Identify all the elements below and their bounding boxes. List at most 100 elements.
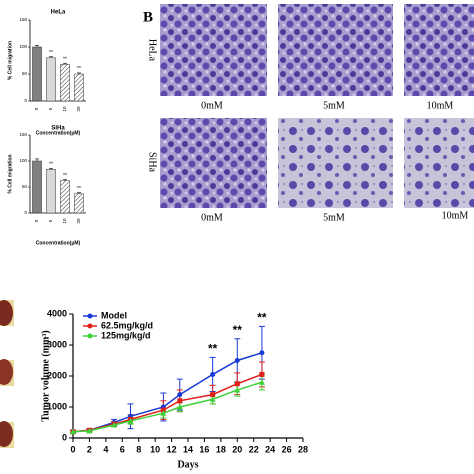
marker bbox=[86, 427, 93, 434]
marker bbox=[70, 428, 76, 435]
bar bbox=[74, 73, 84, 102]
legend-marker bbox=[87, 323, 93, 329]
x-tick-label: 22 bbox=[249, 444, 259, 454]
photo bbox=[0, 421, 13, 447]
bar bbox=[60, 64, 70, 102]
x-tick-label: 4 bbox=[103, 444, 108, 454]
y-tick-label: 150 bbox=[19, 132, 27, 137]
legend-marker bbox=[87, 333, 93, 339]
caption: 0mM bbox=[201, 100, 223, 111]
panel-label: B bbox=[143, 9, 153, 25]
marker bbox=[234, 358, 240, 363]
y-tick-label: 3000 bbox=[47, 339, 67, 349]
bar bbox=[32, 160, 42, 214]
significance: ** bbox=[77, 66, 81, 72]
micrograph bbox=[278, 4, 393, 96]
marker bbox=[111, 421, 118, 428]
significance: ** bbox=[63, 173, 67, 179]
marker bbox=[234, 381, 240, 387]
x-tick-label: 10 bbox=[62, 106, 67, 112]
significance: ** bbox=[77, 186, 81, 192]
marker bbox=[210, 371, 216, 377]
y-axis-label: % Cell migration bbox=[7, 154, 13, 193]
row-label: HeLa bbox=[147, 39, 158, 62]
significance: ** bbox=[257, 311, 267, 325]
significance: ** bbox=[208, 342, 218, 356]
x-tick-label: 20 bbox=[76, 218, 81, 224]
y-tick-label: 0 bbox=[24, 210, 27, 215]
row-label: SiHa bbox=[147, 152, 158, 173]
x-tick-label: 5 bbox=[48, 219, 53, 222]
x-tick-label: 6 bbox=[120, 444, 125, 454]
x-tick-label: 0 bbox=[34, 219, 39, 222]
x-tick-label: 20 bbox=[76, 106, 81, 112]
x-tick-label: 0 bbox=[70, 444, 75, 454]
legend-label: Model bbox=[101, 310, 127, 320]
marker bbox=[160, 407, 166, 413]
significance: ** bbox=[63, 57, 67, 63]
y-tick-label: 0 bbox=[62, 432, 67, 442]
y-tick-label: 100 bbox=[19, 44, 27, 49]
caption: 5mM bbox=[323, 100, 345, 111]
caption: 5mM bbox=[323, 212, 345, 223]
y-tick-label: 50 bbox=[22, 71, 28, 76]
x-tick-label: 26 bbox=[282, 444, 292, 454]
caption: 0mM bbox=[201, 212, 223, 223]
bar bbox=[46, 57, 56, 102]
chart-title: HeLa bbox=[51, 10, 66, 16]
series-line bbox=[72, 352, 263, 433]
x-tick-label: 0 bbox=[34, 107, 39, 110]
bar bbox=[32, 46, 42, 102]
y-tick-label: 50 bbox=[22, 184, 28, 189]
y-tick-label: 100 bbox=[19, 158, 27, 163]
x-tick-label: 20 bbox=[232, 444, 242, 454]
significance: ** bbox=[233, 323, 243, 337]
marker bbox=[258, 379, 265, 385]
x-tick-label: 5 bbox=[48, 107, 53, 110]
x-tick-label: 28 bbox=[298, 444, 308, 454]
photo bbox=[0, 300, 13, 326]
x-axis-label: Days bbox=[177, 459, 198, 470]
marker bbox=[234, 386, 241, 393]
marker bbox=[209, 396, 216, 402]
micrograph bbox=[404, 4, 474, 96]
legend-marker bbox=[87, 313, 93, 319]
x-tick-label: 12 bbox=[167, 444, 177, 454]
micrograph bbox=[160, 118, 267, 208]
caption: 10mM bbox=[442, 210, 469, 221]
marker bbox=[177, 398, 183, 404]
y-tick-label: 150 bbox=[19, 17, 27, 22]
x-tick-label: 10 bbox=[62, 218, 67, 224]
micrographs bbox=[160, 4, 474, 208]
y-tick-label: 0 bbox=[24, 98, 27, 103]
x-tick-label: 14 bbox=[183, 444, 193, 454]
y-axis-label: Tumor volume (mm³) bbox=[40, 330, 51, 421]
x-tick-label: 8 bbox=[136, 444, 141, 454]
bar bbox=[46, 169, 56, 214]
marker bbox=[160, 410, 167, 416]
marker bbox=[259, 371, 265, 377]
micrograph bbox=[160, 4, 267, 96]
x-tick-label: 10 bbox=[150, 444, 160, 454]
x-tick-label: 18 bbox=[216, 444, 226, 454]
y-axis-label: % Cell migration bbox=[7, 41, 13, 80]
tumor-photos bbox=[0, 300, 14, 448]
marker bbox=[259, 350, 265, 356]
legend-label: 62.5mg/kg/d bbox=[101, 320, 153, 330]
micrograph bbox=[404, 118, 474, 208]
micrograph bbox=[278, 118, 393, 208]
x-tick-label: 2 bbox=[87, 444, 92, 454]
bar bbox=[74, 193, 84, 214]
bar bbox=[60, 180, 70, 214]
photo bbox=[0, 359, 13, 385]
legend-label: 125mg/kg/d bbox=[101, 330, 151, 340]
chart-title: SiHa bbox=[51, 126, 65, 132]
marker bbox=[176, 404, 183, 410]
marker bbox=[210, 392, 216, 398]
caption: 10mM bbox=[427, 100, 454, 111]
y-tick-label: 2000 bbox=[47, 370, 67, 380]
x-tick-label: 16 bbox=[199, 444, 209, 454]
significance: ** bbox=[49, 50, 53, 56]
x-axis-label: Concentration(μM) bbox=[36, 130, 81, 136]
